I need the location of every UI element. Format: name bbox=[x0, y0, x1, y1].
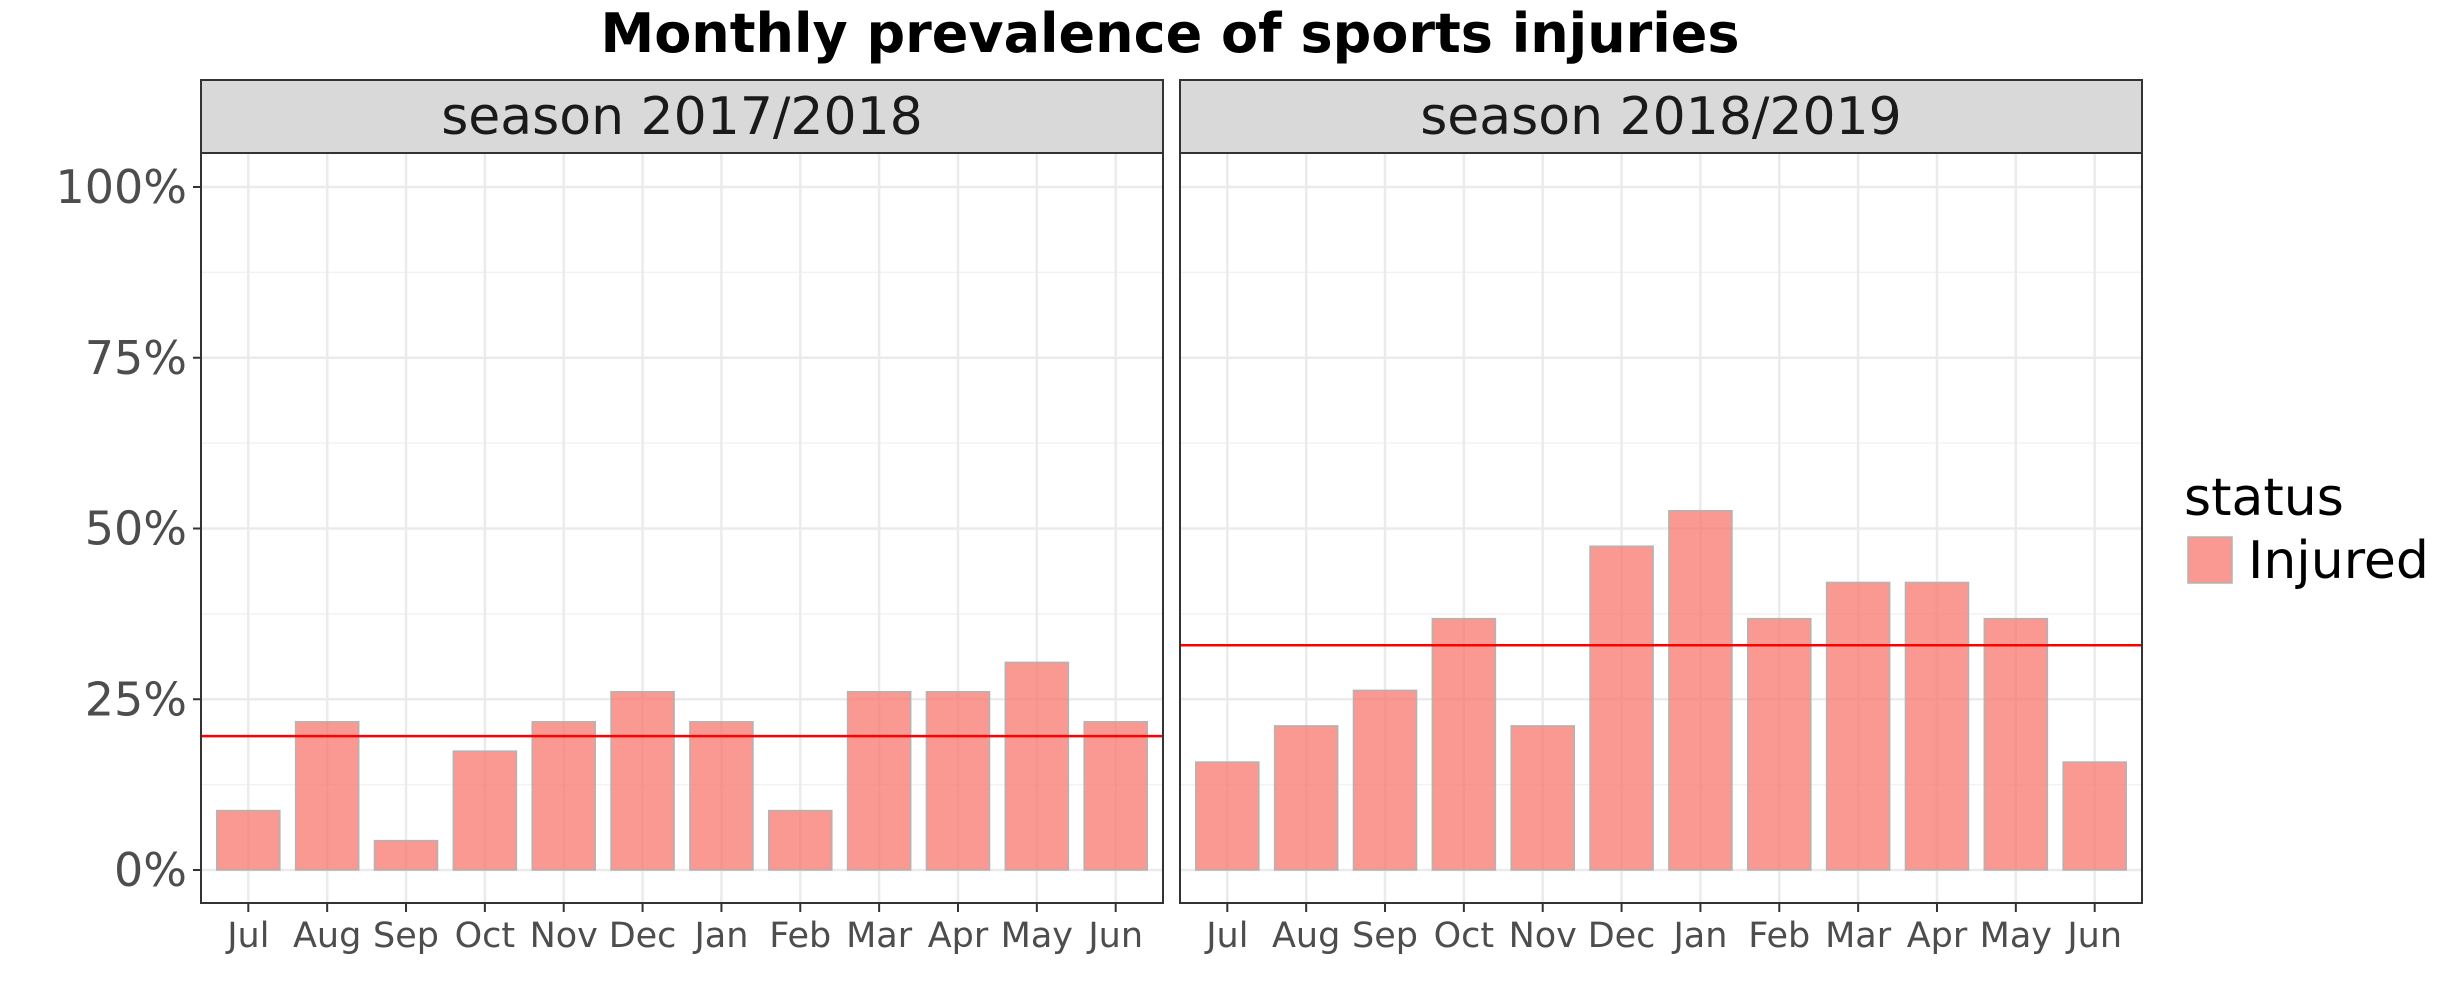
bar-nov bbox=[1510, 725, 1576, 871]
bar-apr bbox=[925, 690, 991, 871]
bar-mar bbox=[1825, 581, 1891, 871]
x-tick-label: Nov bbox=[530, 916, 598, 956]
x-tick-label: Apr bbox=[1907, 916, 1968, 956]
bar-jan bbox=[689, 721, 754, 871]
bar-dec bbox=[1589, 545, 1654, 871]
y-tick-label: 25% bbox=[85, 672, 187, 726]
x-tick-label: Sep bbox=[1352, 916, 1418, 956]
facet-strip bbox=[200, 79, 1164, 154]
legend-label: Injured bbox=[2248, 531, 2429, 591]
x-tick-label: Sep bbox=[373, 916, 439, 956]
x-tick-label: Apr bbox=[928, 916, 989, 956]
x-tick-label: Oct bbox=[1434, 916, 1495, 956]
facet-strip bbox=[1179, 79, 2143, 154]
bar-feb bbox=[1746, 617, 1812, 871]
bar-oct bbox=[1431, 617, 1497, 871]
x-tick-label: Aug bbox=[1272, 916, 1340, 956]
facet-strip-label: season 2017/2018 bbox=[441, 87, 923, 147]
bar-sep bbox=[1352, 689, 1418, 871]
x-tick-label: Nov bbox=[1509, 916, 1577, 956]
bar-aug bbox=[1273, 725, 1339, 871]
bar-nov bbox=[531, 721, 597, 871]
facet-panel: season 2017/2018 Jul Aug Sep Oct Nov Dec Jan Feb… bbox=[200, 79, 1164, 956]
bar-feb bbox=[767, 809, 833, 871]
chart-title: Monthly prevalence of sports injuries bbox=[600, 2, 1739, 65]
x-tick-label: Jan bbox=[692, 916, 748, 956]
legend-entries: Injured bbox=[2187, 531, 2429, 591]
y-tick-label: 50% bbox=[85, 502, 187, 556]
bar-jul bbox=[216, 809, 281, 871]
facet-strip-label: season 2018/2019 bbox=[1420, 87, 1902, 147]
bar-dec bbox=[610, 690, 675, 871]
bar-jun bbox=[1083, 721, 1148, 871]
x-tick-label: May bbox=[1001, 916, 1073, 956]
x-tick-label: Jan bbox=[1671, 916, 1727, 956]
facets: 0% 25% 50% 75% 100% season 2017/2018 Jul Aug Sep… bbox=[55, 79, 2143, 956]
y-tick-label: 100% bbox=[55, 160, 187, 214]
x-tick-label: Jun bbox=[2065, 916, 2122, 956]
legend-title: status bbox=[2184, 468, 2344, 528]
x-tick-label: Dec bbox=[1588, 916, 1656, 956]
x-tick-label: Jun bbox=[1086, 916, 1143, 956]
x-tick-label: Jul bbox=[1204, 916, 1248, 956]
x-tick-label: Oct bbox=[455, 916, 516, 956]
x-tick-label: Mar bbox=[1825, 916, 1892, 956]
x-tick-label: Feb bbox=[1748, 916, 1810, 956]
y-tick-label: 75% bbox=[85, 331, 187, 385]
bar-may bbox=[1983, 617, 2049, 871]
x-tick-label: Jul bbox=[225, 916, 269, 956]
x-tick-label: Aug bbox=[293, 916, 361, 956]
bar-jan bbox=[1668, 509, 1733, 871]
legend: status Injured bbox=[2184, 468, 2429, 591]
facet-panel: season 2018/2019 Jul Aug Sep Oct Nov Dec Jan Feb… bbox=[1179, 79, 2143, 956]
bar-apr bbox=[1904, 581, 1970, 871]
x-tick-label: Mar bbox=[846, 916, 913, 956]
legend-key bbox=[2187, 536, 2233, 584]
bar-oct bbox=[452, 750, 518, 871]
bar-mar bbox=[846, 690, 912, 871]
bar-jul bbox=[1195, 761, 1260, 871]
bar-may bbox=[1004, 661, 1070, 871]
x-tick-label: Dec bbox=[609, 916, 677, 956]
x-tick-label: Feb bbox=[769, 916, 831, 956]
x-tick-label: May bbox=[1980, 916, 2052, 956]
bar-aug bbox=[294, 721, 360, 871]
y-tick-label: 0% bbox=[114, 843, 187, 897]
bar-jun bbox=[2062, 761, 2127, 871]
bar-sep bbox=[373, 839, 439, 871]
